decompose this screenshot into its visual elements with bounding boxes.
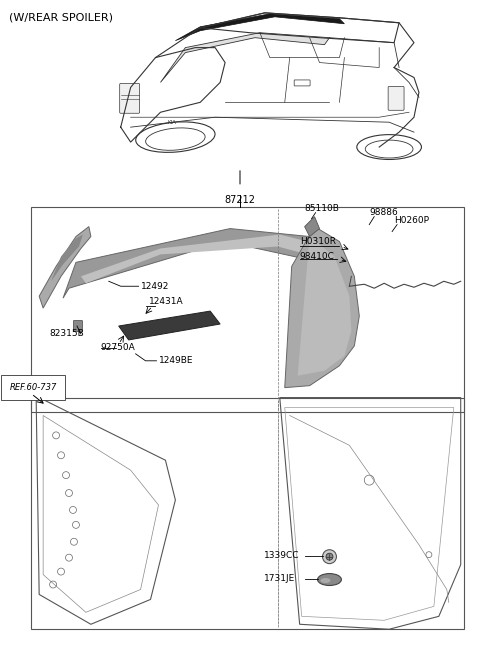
FancyBboxPatch shape — [388, 87, 404, 110]
Polygon shape — [63, 228, 344, 298]
Text: 12431A: 12431A — [148, 297, 183, 306]
Text: 98886: 98886 — [369, 208, 398, 216]
Text: (W/REAR SPOILER): (W/REAR SPOILER) — [9, 13, 113, 23]
FancyBboxPatch shape — [73, 321, 83, 331]
Text: 82315B: 82315B — [49, 329, 84, 338]
Text: 98410C: 98410C — [300, 252, 335, 261]
Text: 1339CC: 1339CC — [264, 551, 300, 560]
Polygon shape — [285, 226, 360, 388]
Polygon shape — [160, 33, 329, 83]
Text: 12492: 12492 — [141, 281, 169, 291]
Text: 92750A: 92750A — [101, 343, 135, 352]
Ellipse shape — [318, 573, 341, 586]
Text: 1249BE: 1249BE — [158, 356, 193, 365]
Ellipse shape — [321, 578, 330, 583]
Bar — [31, 207, 464, 411]
Circle shape — [323, 550, 336, 564]
Text: 87212: 87212 — [225, 195, 255, 205]
Polygon shape — [298, 237, 351, 376]
Text: H0260P: H0260P — [394, 216, 429, 224]
Text: 1731JE: 1731JE — [264, 574, 295, 583]
FancyBboxPatch shape — [120, 83, 140, 113]
Polygon shape — [119, 311, 220, 340]
Text: H0310R: H0310R — [300, 237, 336, 246]
Circle shape — [326, 553, 333, 560]
Polygon shape — [175, 14, 344, 41]
Text: 85110B: 85110B — [305, 203, 339, 213]
Text: REF.60-737: REF.60-737 — [9, 383, 57, 392]
Polygon shape — [39, 226, 91, 308]
Polygon shape — [305, 216, 320, 237]
Polygon shape — [51, 235, 83, 281]
Text: KIA: KIA — [168, 119, 177, 125]
Bar — [31, 398, 464, 629]
Polygon shape — [81, 235, 320, 283]
